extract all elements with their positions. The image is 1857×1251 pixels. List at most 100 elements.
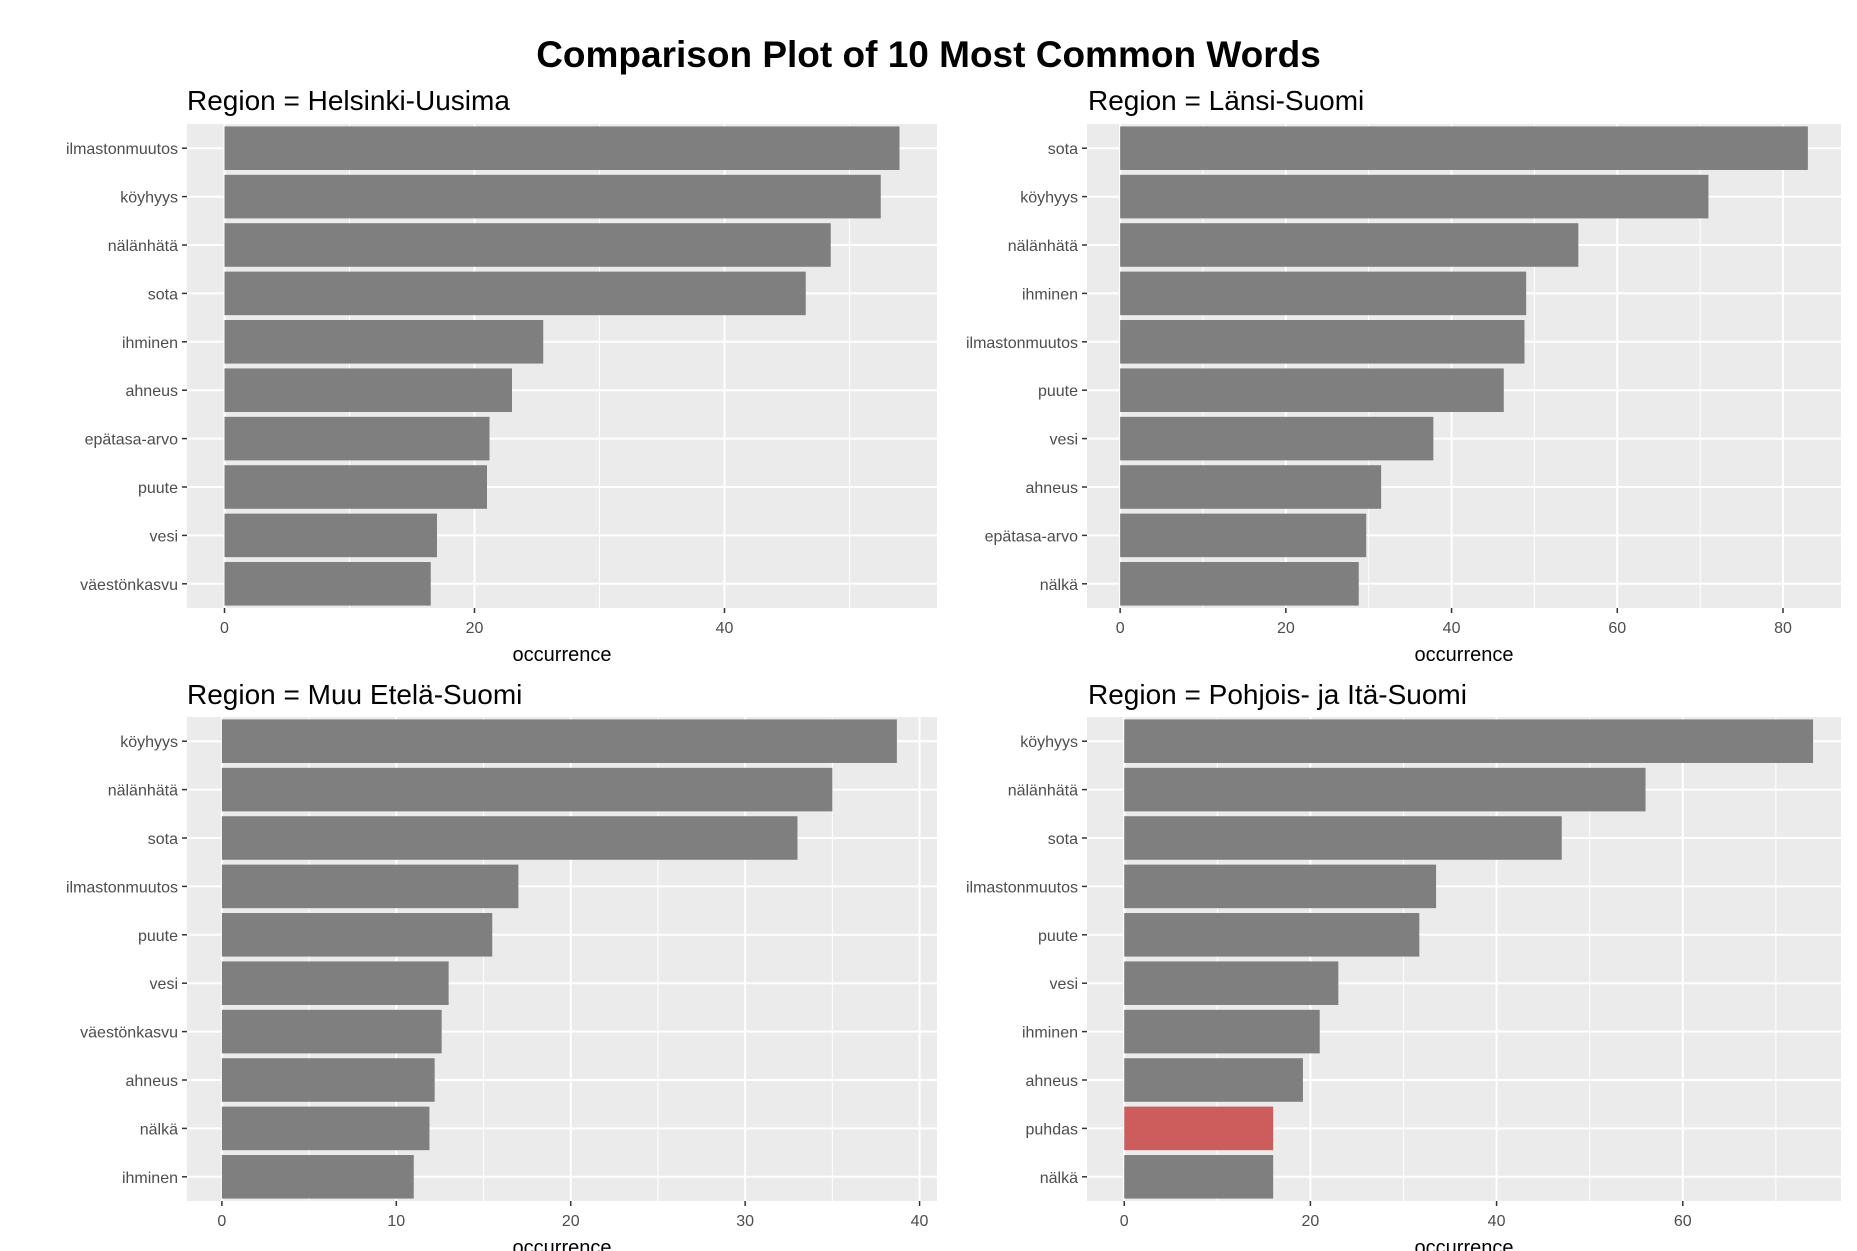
category-label: ihminen: [122, 1170, 178, 1187]
panel-title: Region = Muu Etelä-Suomi: [187, 679, 522, 710]
panel-3: Region = Muu Etelä-Suomi köyhyys nälänhätä…: [66, 679, 937, 1251]
category-label: ihminen: [1022, 286, 1078, 303]
bar-sota: [1120, 126, 1808, 170]
bar-vesi: [224, 513, 437, 558]
bar-sota: [1124, 816, 1562, 860]
category-label: nälänhätä: [108, 783, 178, 800]
x-axis-label: occurrence: [513, 1237, 612, 1251]
x-tick-label: 20: [1302, 1213, 1320, 1230]
category-label: vesi: [1050, 432, 1078, 449]
category-label: ahneus: [1026, 1073, 1079, 1090]
category-label: nälänhätä: [108, 238, 178, 255]
bar-köyhyys: [1124, 719, 1814, 763]
bar-puute: [1124, 913, 1420, 957]
bar-ihminen: [224, 320, 544, 364]
bar-ilmastonmuutos: [1120, 320, 1525, 364]
x-tick-label: 30: [736, 1213, 754, 1230]
x-tick-label: 20: [562, 1213, 580, 1230]
category-label: köyhyys: [1020, 734, 1078, 751]
bar-nälkä: [221, 1106, 430, 1151]
bar-epätasa-arvo: [1120, 513, 1367, 558]
bar-puute: [224, 465, 487, 509]
bar-nälkä: [1124, 1155, 1274, 1199]
category-label: vesi: [150, 976, 178, 993]
category-label: nälänhätä: [1008, 783, 1078, 800]
panel-title: Region = Pohjois- ja Itä-Suomi: [1088, 679, 1467, 710]
category-label: puute: [1038, 928, 1078, 945]
category-label: vesi: [1050, 976, 1078, 993]
bar-puhdas: [1124, 1106, 1274, 1151]
category-label: väestönkasvu: [80, 1025, 178, 1042]
category-label: sota: [148, 286, 178, 303]
bar-ihminen: [221, 1155, 414, 1199]
chart-title: Comparison Plot of 10 Most Common Words: [536, 34, 1321, 75]
bar-epätasa-arvo: [224, 416, 490, 461]
category-label: puhdas: [1026, 1121, 1079, 1138]
panel-title: Region = Länsi-Suomi: [1088, 85, 1364, 116]
bar-väestönkasvu: [221, 1009, 442, 1054]
category-label: ahneus: [1026, 480, 1079, 497]
panel-4: Region = Pohjois- ja Itä-Suomi köyhyys näl…: [966, 679, 1841, 1251]
category-label: ilmastonmuutos: [66, 141, 178, 158]
x-tick-label: 0: [1116, 620, 1125, 637]
category-label: ihminen: [122, 335, 178, 352]
bar-vesi: [1120, 416, 1434, 461]
x-tick-label: 40: [1443, 620, 1461, 637]
category-label: epätasa-arvo: [985, 528, 1078, 545]
category-label: puute: [1038, 383, 1078, 400]
x-axis-label: occurrence: [1415, 1237, 1514, 1251]
bar-vesi: [221, 961, 449, 1005]
bar-vesi: [1124, 961, 1339, 1005]
bar-nälänhätä: [1124, 767, 1646, 812]
category-label: sota: [148, 831, 178, 848]
category-label: ilmastonmuutos: [966, 335, 1078, 352]
x-axis-label: occurrence: [513, 644, 612, 666]
panel-2: Region = Länsi-Suomi sota köyhyys nälänhätä…: [966, 85, 1841, 666]
bar-nälänhätä: [221, 767, 833, 812]
category-label: ihminen: [1022, 1025, 1078, 1042]
x-tick-label: 20: [466, 620, 484, 637]
bar-puute: [221, 913, 493, 957]
x-tick-label: 80: [1774, 620, 1792, 637]
category-label: väestönkasvu: [80, 577, 178, 594]
x-tick-label: 60: [1608, 620, 1626, 637]
category-label: sota: [1048, 141, 1078, 158]
bar-ilmastonmuutos: [1124, 864, 1437, 909]
x-tick-label: 10: [387, 1213, 405, 1230]
bar-ihminen: [1120, 271, 1527, 316]
category-label: ilmastonmuutos: [66, 879, 178, 896]
bar-nälänhätä: [1120, 223, 1579, 267]
x-tick-label: 40: [716, 620, 734, 637]
x-tick-label: 40: [1488, 1213, 1506, 1230]
panel-title: Region = Helsinki-Uusima: [187, 85, 510, 116]
bar-väestönkasvu: [224, 562, 431, 606]
category-label: nälkä: [1040, 577, 1078, 594]
category-label: ahneus: [126, 383, 179, 400]
x-tick-label: 0: [217, 1213, 226, 1230]
bar-ihminen: [1124, 1009, 1320, 1054]
category-label: sota: [1048, 831, 1078, 848]
bar-ahneus: [221, 1058, 435, 1102]
bar-köyhyys: [1120, 174, 1709, 219]
bar-sota: [221, 816, 798, 860]
bar-ahneus: [1124, 1058, 1303, 1102]
bar-köyhyys: [224, 174, 881, 219]
bar-ahneus: [224, 368, 512, 412]
category-label: nälänhätä: [1008, 238, 1078, 255]
bar-ilmastonmuutos: [224, 126, 900, 170]
category-label: puute: [138, 928, 178, 945]
category-label: nälkä: [1040, 1170, 1078, 1187]
category-label: ilmastonmuutos: [966, 879, 1078, 896]
bar-nälänhätä: [224, 223, 831, 267]
category-label: puute: [138, 480, 178, 497]
bar-nälkä: [1120, 562, 1359, 606]
x-tick-label: 0: [220, 620, 229, 637]
bar-ilmastonmuutos: [221, 864, 519, 909]
category-label: ahneus: [126, 1073, 179, 1090]
category-label: köyhyys: [1020, 190, 1078, 207]
bar-sota: [224, 271, 806, 316]
category-label: köyhyys: [120, 190, 178, 207]
panel-1: Region = Helsinki-Uusima ilmastonmuutos kö…: [66, 85, 937, 666]
x-tick-label: 60: [1674, 1213, 1692, 1230]
